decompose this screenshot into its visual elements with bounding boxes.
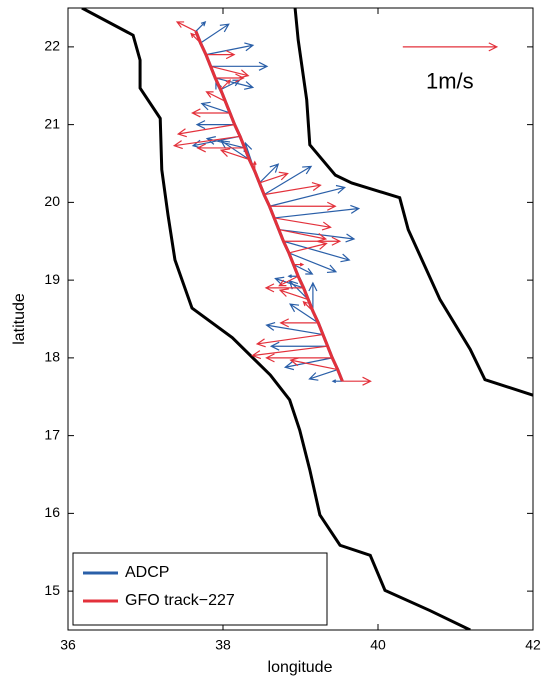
velocity-arrow: [200, 101, 231, 114]
velocity-arrow: [264, 283, 304, 293]
velocity-arrow: [263, 181, 322, 196]
velocity-arrow: [283, 240, 351, 263]
velocity-arrow: [263, 165, 313, 196]
reference-arrow: [402, 42, 499, 52]
y-tick-label: 18: [44, 349, 60, 365]
reference-label: 1m/s: [426, 69, 474, 94]
velocity-arrow: [293, 262, 305, 267]
velocity-arrow: [252, 160, 257, 172]
y-tick-label: 22: [44, 38, 60, 54]
legend-box: [72, 552, 328, 626]
velocity-arrow: [176, 124, 235, 138]
velocity-arrow: [279, 318, 319, 328]
velocity-arrow: [288, 252, 338, 274]
velocity-arrow: [195, 120, 235, 130]
velocity-arrow: [302, 300, 314, 312]
plot-area: [81, 8, 533, 630]
x-axis-label: longitude: [268, 659, 333, 676]
velocity-arrow: [205, 50, 236, 60]
velocity-arrow: [283, 236, 342, 246]
velocity-arrow: [274, 276, 304, 289]
velocity-arrow: [210, 61, 269, 71]
velocity-arrow: [274, 217, 332, 231]
x-tick-label: 38: [215, 637, 231, 653]
velocity-arrow: [172, 135, 241, 150]
velocity-arrow: [289, 357, 338, 371]
legend-label: ADCP: [125, 564, 169, 581]
velocity-arrow: [269, 184, 347, 207]
velocity-arrow: [342, 376, 372, 386]
velocity-arrow: [205, 42, 255, 56]
x-tick-label: 36: [60, 637, 76, 653]
legend-label: GFO track−227: [125, 592, 235, 609]
y-tick-label: 16: [44, 504, 60, 520]
velocity-arrow: [308, 281, 318, 312]
velocity-arrow: [308, 368, 338, 381]
velocity-arrow: [195, 20, 207, 32]
y-tick-label: 20: [44, 193, 60, 209]
velocity-arrow: [219, 148, 250, 161]
x-tick-label: 42: [525, 637, 541, 653]
y-tick-label: 21: [44, 115, 60, 131]
velocity-arrow: [274, 204, 361, 219]
velocity-arrow: [215, 73, 245, 83]
velocity-arrow: [259, 163, 280, 184]
velocity-arrow: [200, 23, 230, 44]
velocity-arrow: [196, 143, 245, 153]
y-axis-label: latitude: [11, 293, 28, 345]
y-tick-label: 17: [44, 426, 60, 442]
velocity-arrow: [269, 341, 328, 351]
velocity-arrow: [191, 108, 230, 118]
coastline: [293, 8, 533, 397]
velocity-arrow: [269, 201, 337, 211]
velocity-arrow: [220, 140, 250, 161]
velocity-arrow: [278, 288, 309, 301]
velocity-arrow: [265, 353, 333, 363]
velocity-arrow: [205, 91, 226, 102]
velocity-arrow: [278, 228, 328, 242]
velocity-arrow: [251, 345, 328, 360]
velocity-arrow: [220, 79, 232, 91]
velocity-arrow: [259, 171, 289, 184]
velocity-arrow: [283, 357, 333, 371]
axes-frame: [67, 7, 534, 631]
velocity-arrow: [278, 228, 356, 243]
coastline: [81, 8, 471, 630]
velocity-arrow: [288, 240, 328, 254]
y-tick-label: 15: [44, 582, 60, 598]
velocity-arrow: [293, 264, 314, 275]
velocity-arrow: [289, 303, 319, 324]
velocity-arrow: [255, 333, 324, 348]
y-tick-label: 19: [44, 271, 60, 287]
velocity-arrow: [190, 32, 201, 44]
velocity-arrow: [265, 321, 324, 336]
velocity-arrow: [278, 275, 299, 287]
x-tick-label: 40: [370, 637, 386, 653]
velocity-arrow: [175, 21, 197, 32]
